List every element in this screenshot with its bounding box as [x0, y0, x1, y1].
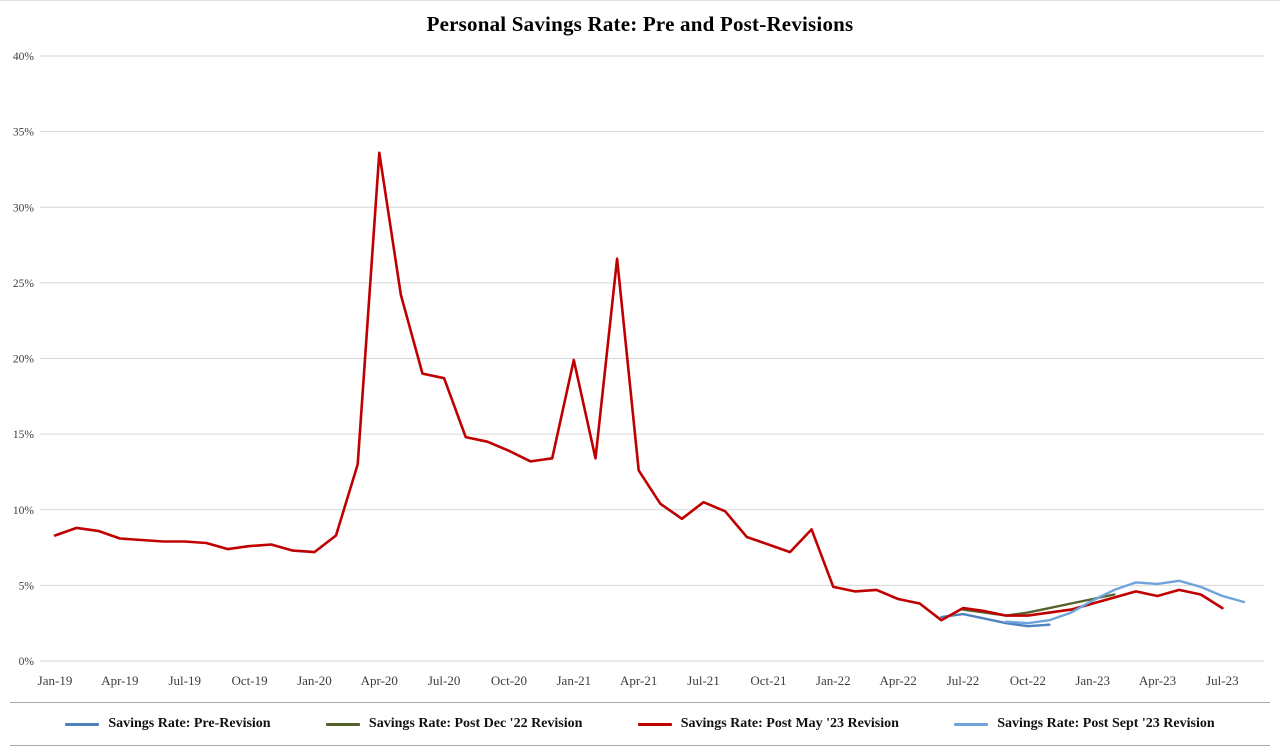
legend-label: Savings Rate: Pre-Revision — [108, 716, 271, 731]
chart-title: Personal Savings Rate: Pre and Post-Revi… — [426, 12, 854, 36]
x-axis-tick-label: Oct-21 — [750, 673, 786, 688]
y-axis-tick-label: 40% — [13, 51, 35, 63]
legend-label: Savings Rate: Post Sept '23 Revision — [997, 716, 1215, 731]
x-axis-tick-label: Apr-21 — [620, 673, 657, 688]
x-axis-tick-label: Jan-21 — [557, 673, 592, 688]
legend-label: Savings Rate: Post Dec '22 Revision — [368, 716, 583, 731]
legend-item-0: Savings Rate: Pre-Revision — [65, 716, 271, 732]
x-axis-tick-label: Jul-23 — [1206, 673, 1239, 688]
savings-rate-line-chart: 0% 5% 10% 15% 20% 25% 30% 35% 40% Jan-19 Apr-19 Jul… — [13, 51, 1264, 688]
chart-legend: Savings Rate: Pre-Revision Savings Rate: … — [10, 702, 1270, 746]
y-axis-tick-label: 20% — [13, 354, 35, 366]
y-axis-tick-label: 15% — [13, 429, 35, 441]
series-line — [53, 151, 1224, 622]
x-axis-tick-label: Oct-19 — [232, 673, 268, 688]
x-axis-tick-label: Oct-22 — [1010, 673, 1046, 688]
y-axis-tick-label: 5% — [19, 580, 35, 592]
x-axis-tick-label: Apr-23 — [1139, 673, 1176, 688]
legend-item-2: Savings Rate: Post May '23 Revision — [637, 716, 899, 732]
legend-swatch-icon — [954, 722, 989, 726]
legend-label: Savings Rate: Post May '23 Revision — [680, 716, 899, 731]
series-line — [940, 612, 1051, 628]
x-axis-tick-label: Jan-20 — [297, 673, 332, 688]
x-axis-tick-label: Apr-19 — [101, 673, 138, 688]
x-axis-tick-label: Apr-22 — [879, 673, 916, 688]
y-axis-tick-label: 30% — [13, 202, 35, 214]
legend-swatch-icon — [65, 722, 100, 726]
x-axis-tick-label: Apr-20 — [361, 673, 398, 688]
x-axis-tick-label: Jan-23 — [1075, 673, 1110, 688]
series-line — [1005, 579, 1246, 625]
legend-item-1: Savings Rate: Post Dec '22 Revision — [325, 716, 583, 732]
legend-swatch-icon — [637, 722, 672, 726]
x-axis-tick-label: Jan-22 — [816, 673, 851, 688]
y-axis-tick-label: 35% — [13, 127, 35, 139]
y-axis-tick-label: 0% — [19, 656, 35, 668]
x-axis-tick-label: Jan-19 — [38, 673, 73, 688]
x-axis-tick-label: Jul-21 — [687, 673, 720, 688]
x-axis-tick-label: Oct-20 — [491, 673, 527, 688]
x-axis-tick-label: Jul-20 — [428, 673, 461, 688]
x-axis-tick-label: Jul-22 — [947, 673, 980, 688]
y-axis-tick-label: 25% — [13, 278, 35, 290]
legend-item-3: Savings Rate: Post Sept '23 Revision — [954, 716, 1215, 732]
legend-swatch-icon — [325, 722, 360, 726]
x-axis-tick-label: Jul-19 — [168, 673, 201, 688]
y-axis-tick-label: 10% — [13, 505, 35, 517]
